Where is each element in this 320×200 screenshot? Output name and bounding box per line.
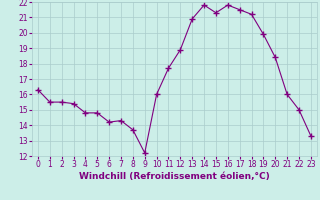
X-axis label: Windchill (Refroidissement éolien,°C): Windchill (Refroidissement éolien,°C) — [79, 172, 270, 181]
